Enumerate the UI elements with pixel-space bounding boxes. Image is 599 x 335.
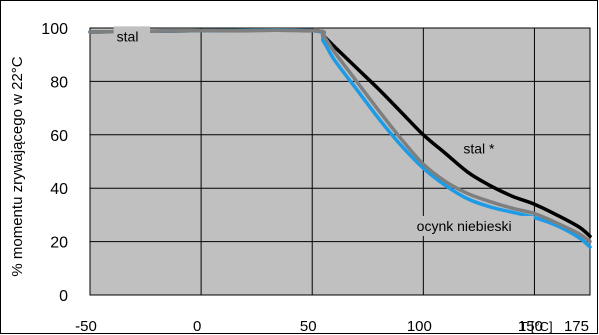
y-tick-label: 20: [50, 235, 68, 252]
series-annotation: ocynk niebieski: [417, 218, 512, 234]
y-tick-label: 100: [41, 21, 68, 38]
x-tick-label: 0: [193, 318, 201, 335]
series-annotation: stal: [117, 28, 139, 44]
y-tick-label: 0: [59, 288, 68, 305]
y-tick-labels: 0 20 40 60 80 100: [41, 21, 68, 305]
y-tick-label: 60: [50, 128, 68, 145]
y-axis-label: % momentu zrywającego w 22°C: [9, 56, 26, 276]
x-tick-labels: -50 0 50 100 150 175: [75, 318, 589, 335]
x-tick-label: 150: [518, 318, 543, 335]
grid: [90, 28, 590, 295]
y-tick-label: 80: [50, 74, 68, 91]
x-tick-label: 50: [300, 318, 317, 335]
series-annotation: stal *: [463, 140, 495, 156]
x-axis-label: T [°C]: [519, 319, 552, 334]
annotation-background: [113, 26, 151, 47]
y-tick-label: 40: [50, 181, 68, 198]
annotation-background: [460, 138, 512, 159]
series-layer: [88, 28, 592, 249]
annotation-background: [413, 215, 534, 236]
series-line-stal: [88, 28, 592, 244]
plot-area: [89, 27, 591, 296]
x-tick-label: 100: [407, 318, 432, 335]
x-tick-label: -50: [75, 318, 97, 335]
x-tick-label: 175: [564, 318, 589, 335]
annotations: stal stal * ocynk niebieski: [113, 26, 534, 236]
